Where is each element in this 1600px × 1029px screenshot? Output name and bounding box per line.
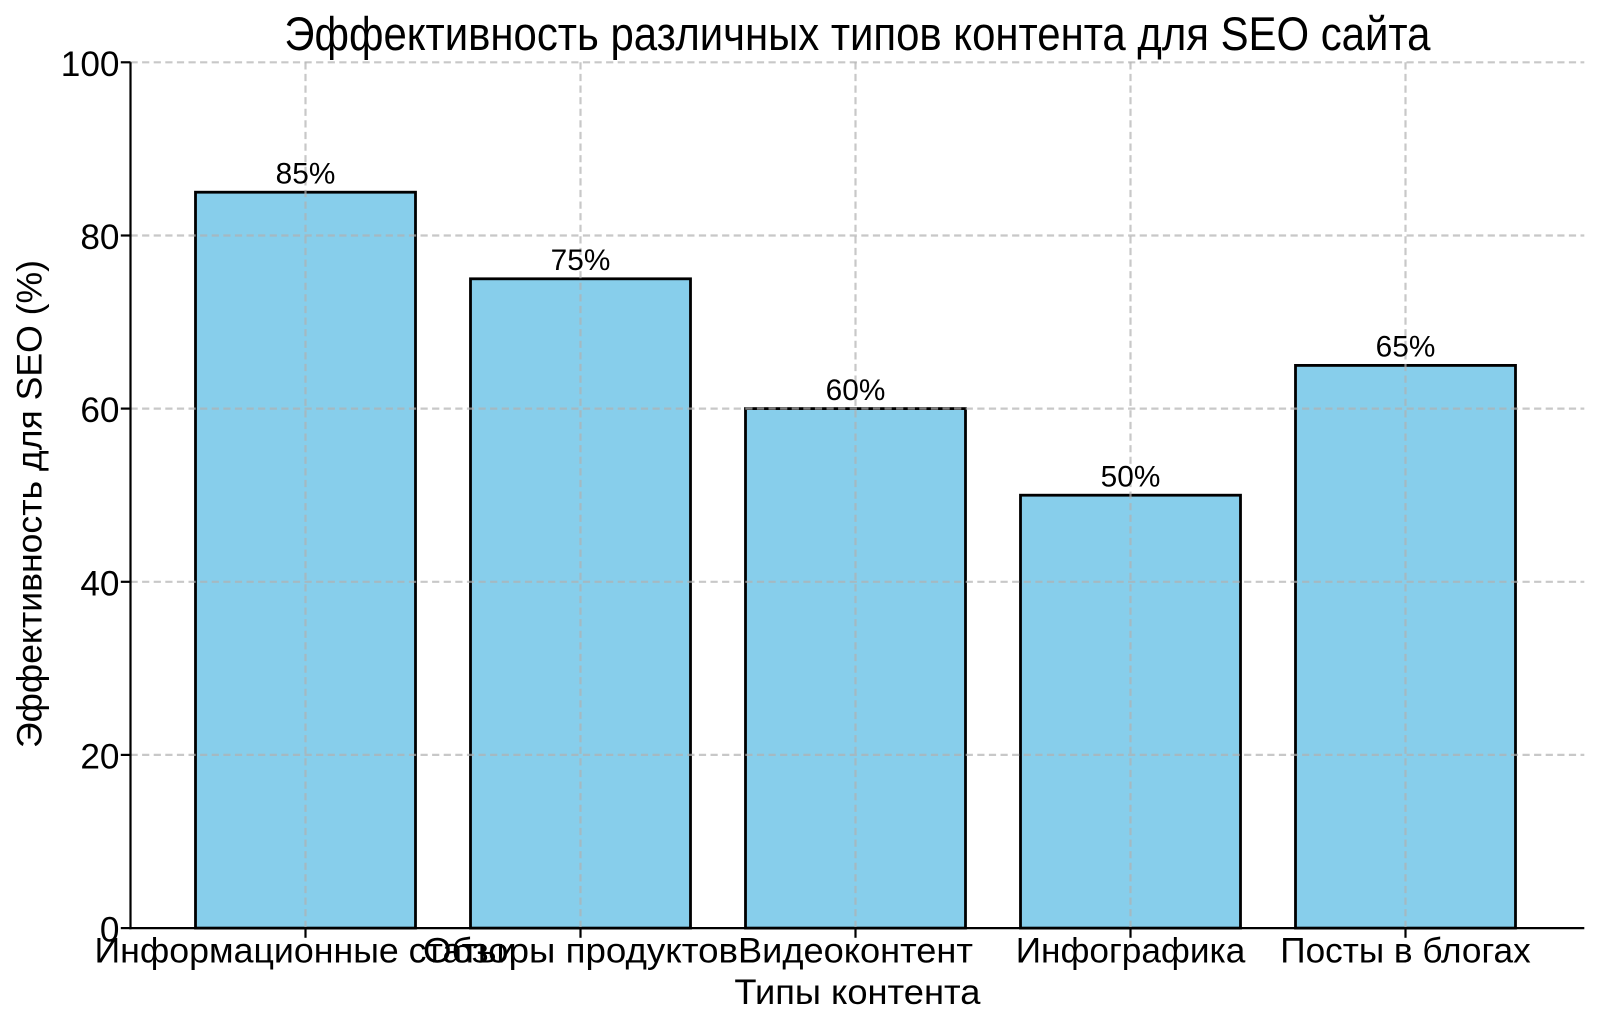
svg-text:65%: 65% — [1376, 331, 1436, 364]
svg-text:40: 40 — [80, 564, 119, 603]
svg-text:50%: 50% — [1101, 461, 1161, 494]
svg-text:Эффективность различных типов: Эффективность различных типов контента д… — [284, 8, 1431, 61]
svg-text:Типы контента: Типы контента — [734, 973, 980, 1012]
svg-text:0: 0 — [100, 911, 120, 950]
svg-text:Видеоконтент: Видеоконтент — [738, 932, 973, 971]
svg-text:Посты в блогах: Посты в блогах — [1280, 932, 1531, 971]
svg-text:60%: 60% — [826, 374, 886, 407]
svg-text:20: 20 — [80, 738, 119, 777]
svg-text:75%: 75% — [551, 244, 611, 277]
svg-text:Эффективность для SEO (%): Эффективность для SEO (%) — [11, 260, 50, 748]
svg-text:Инфографика: Инфографика — [1016, 932, 1246, 971]
svg-text:Обзоры продуктов: Обзоры продуктов — [423, 932, 738, 971]
svg-text:85%: 85% — [276, 158, 336, 191]
svg-text:80: 80 — [80, 218, 119, 257]
svg-text:Информационные статьи: Информационные статьи — [95, 932, 517, 971]
svg-text:60: 60 — [80, 391, 119, 430]
svg-text:100: 100 — [61, 45, 120, 84]
